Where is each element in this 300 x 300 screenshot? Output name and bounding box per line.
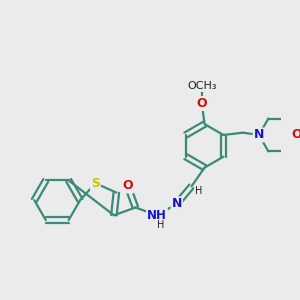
- Text: O: O: [122, 179, 133, 193]
- Text: N: N: [254, 128, 264, 142]
- Text: NH: NH: [147, 209, 167, 222]
- Text: S: S: [91, 177, 100, 190]
- Text: O: O: [196, 97, 207, 110]
- Text: O: O: [292, 128, 300, 142]
- Text: H: H: [157, 220, 164, 230]
- Text: N: N: [172, 197, 182, 210]
- Text: OCH₃: OCH₃: [187, 81, 217, 91]
- Text: H: H: [195, 186, 202, 197]
